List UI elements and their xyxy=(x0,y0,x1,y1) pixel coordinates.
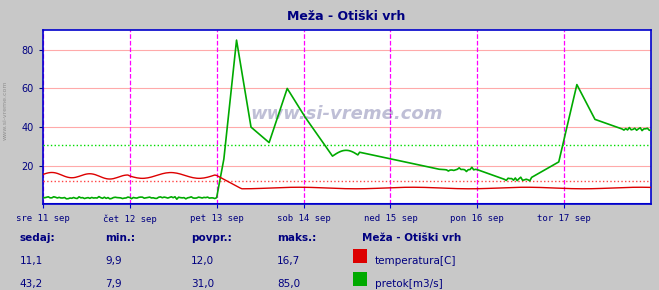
Text: pon 16 sep: pon 16 sep xyxy=(451,214,504,223)
Text: 85,0: 85,0 xyxy=(277,279,300,289)
Text: 7,9: 7,9 xyxy=(105,279,122,289)
Text: pretok[m3/s]: pretok[m3/s] xyxy=(375,279,443,289)
Text: sedaj:: sedaj: xyxy=(20,233,55,243)
Text: Meža - Otiški vrh: Meža - Otiški vrh xyxy=(362,233,462,243)
Text: 9,9: 9,9 xyxy=(105,256,122,266)
Text: 12,0: 12,0 xyxy=(191,256,214,266)
Text: min.:: min.: xyxy=(105,233,136,243)
Text: 43,2: 43,2 xyxy=(20,279,43,289)
Text: tor 17 sep: tor 17 sep xyxy=(537,214,591,223)
Text: 31,0: 31,0 xyxy=(191,279,214,289)
Bar xyxy=(353,249,367,262)
Text: čet 12 sep: čet 12 sep xyxy=(103,214,157,224)
Text: temperatura[C]: temperatura[C] xyxy=(375,256,457,266)
Text: sob 14 sep: sob 14 sep xyxy=(277,214,330,223)
Text: 11,1: 11,1 xyxy=(20,256,43,266)
Text: Meža - Otiški vrh: Meža - Otiški vrh xyxy=(287,10,405,23)
Bar xyxy=(353,272,367,286)
Text: povpr.:: povpr.: xyxy=(191,233,232,243)
Text: ned 15 sep: ned 15 sep xyxy=(364,214,417,223)
Text: maks.:: maks.: xyxy=(277,233,316,243)
Text: pet 13 sep: pet 13 sep xyxy=(190,214,243,223)
Text: www.si-vreme.com: www.si-vreme.com xyxy=(250,105,444,123)
Text: www.si-vreme.com: www.si-vreme.com xyxy=(3,80,8,140)
Text: 16,7: 16,7 xyxy=(277,256,300,266)
Text: sre 11 sep: sre 11 sep xyxy=(16,214,70,223)
